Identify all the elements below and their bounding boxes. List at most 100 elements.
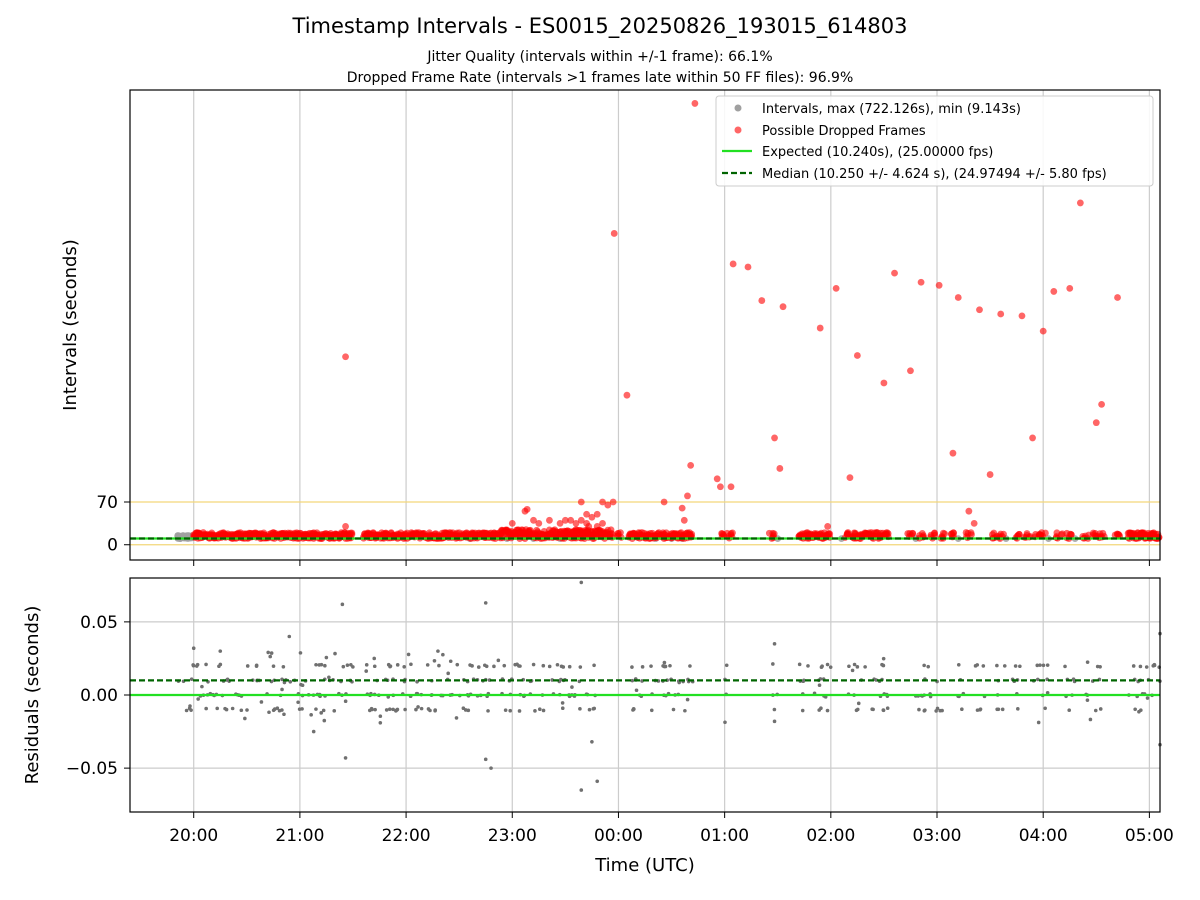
x-tick-label-9: 05:00 [1125, 826, 1174, 846]
x-tick-label-3: 23:00 [488, 826, 537, 846]
residual-point [923, 708, 927, 712]
residual-point [484, 664, 489, 669]
dropped-frame-point [727, 483, 735, 491]
residual-point [640, 679, 644, 683]
residual-point [975, 663, 980, 667]
residual-point [419, 706, 424, 711]
dropped-frame-point [1067, 531, 1075, 538]
residual-point [311, 729, 316, 734]
dropped-frame-point [572, 526, 580, 533]
residual-point [288, 679, 293, 684]
residual-point [189, 708, 193, 712]
residual-point [387, 707, 392, 712]
residual-point [280, 677, 284, 682]
dropped-frame-point [1098, 400, 1105, 408]
dropped-frame-point [729, 260, 737, 268]
residual-point [281, 665, 286, 669]
residual-point [470, 664, 474, 668]
residual-point [771, 662, 775, 666]
residual-point [578, 707, 582, 711]
residual-point [852, 662, 857, 667]
residual-point [388, 664, 392, 669]
residual-point [502, 663, 507, 668]
dropped-frame-point [583, 510, 590, 518]
residual-point [772, 719, 777, 724]
residual-point [296, 700, 300, 705]
dropped-frame-point [949, 449, 957, 457]
residual-point [1067, 708, 1072, 712]
dropped-frame-point [1050, 288, 1058, 295]
dropped-frame-point [949, 529, 957, 537]
residual-point [402, 665, 407, 669]
residual-point [321, 708, 326, 713]
residual-point [1018, 664, 1022, 669]
residual-point [978, 707, 982, 712]
dropped-frame-point [523, 505, 531, 513]
interval-point [174, 532, 182, 539]
residual-point [370, 707, 374, 712]
residual-point [322, 718, 327, 723]
residual-point [364, 669, 369, 673]
residual-point [517, 709, 522, 713]
residual-point [825, 662, 830, 667]
residual-point [1041, 663, 1046, 668]
dropped-frame-point [713, 475, 721, 483]
residual-point [541, 663, 546, 668]
residual-point [245, 664, 250, 668]
residual-point [1063, 664, 1067, 669]
residual-point [1035, 677, 1040, 682]
residual-point [870, 707, 874, 711]
residual-point [885, 706, 890, 711]
residual-point [587, 707, 592, 712]
residual-point [649, 664, 653, 668]
residual-point [723, 720, 727, 725]
residual-point [394, 708, 399, 713]
legend-entry-dropped: Possible Dropped Frames [762, 124, 926, 139]
dropped-frame-point [1039, 327, 1047, 335]
residual-point [981, 664, 986, 668]
residual-point [630, 665, 634, 669]
dropped-frame-point [907, 367, 914, 375]
residual-point [224, 707, 229, 712]
residual-point [772, 642, 777, 646]
top-panel-axes: 0 70 [96, 493, 1150, 566]
residual-point [940, 708, 944, 713]
dropped-frame-point [846, 474, 854, 481]
residual-point [1043, 706, 1047, 711]
interval-point [179, 532, 187, 539]
chart-subtitle-jitter: Jitter Quality (intervals within +/-1 fr… [427, 49, 773, 65]
residual-point [1131, 664, 1136, 668]
residual-point [406, 652, 411, 657]
top-y-axis-label: Intervals (seconds) [60, 239, 81, 411]
residual-point [496, 658, 501, 663]
dropped-frame-point [997, 310, 1005, 318]
residual-point [592, 663, 596, 668]
residual-point [299, 682, 303, 687]
dropped-frame-point [1066, 284, 1074, 292]
residual-point [230, 706, 235, 711]
residual-point [486, 709, 490, 713]
residual-point [1038, 663, 1042, 667]
residual-point [184, 708, 189, 713]
residual-point [378, 714, 383, 719]
chart-title: Timestamp Intervals - ES0015_20250826_19… [292, 14, 908, 38]
legend: Intervals, max (722.126s), min (9.143s) … [715, 95, 1154, 187]
residual-point [218, 649, 223, 653]
residual-point [1002, 664, 1007, 668]
residual-point [454, 716, 459, 720]
residual-point [403, 707, 407, 712]
dropped-frame-point [744, 263, 752, 271]
dropped-frame-point [965, 507, 973, 515]
dropped-frame-point [567, 516, 575, 524]
residual-point [518, 664, 522, 668]
residual-point [685, 697, 690, 702]
residual-point [437, 663, 441, 668]
residual-point [1013, 664, 1018, 668]
dropped-frame-point [609, 498, 617, 506]
dropped-frame-point [853, 352, 861, 359]
dropped-frame-point [684, 492, 691, 500]
residual-point [384, 708, 389, 712]
dropped-frame-point [935, 281, 943, 289]
bottom-y-tick-label-0: −0.05 [66, 759, 118, 779]
